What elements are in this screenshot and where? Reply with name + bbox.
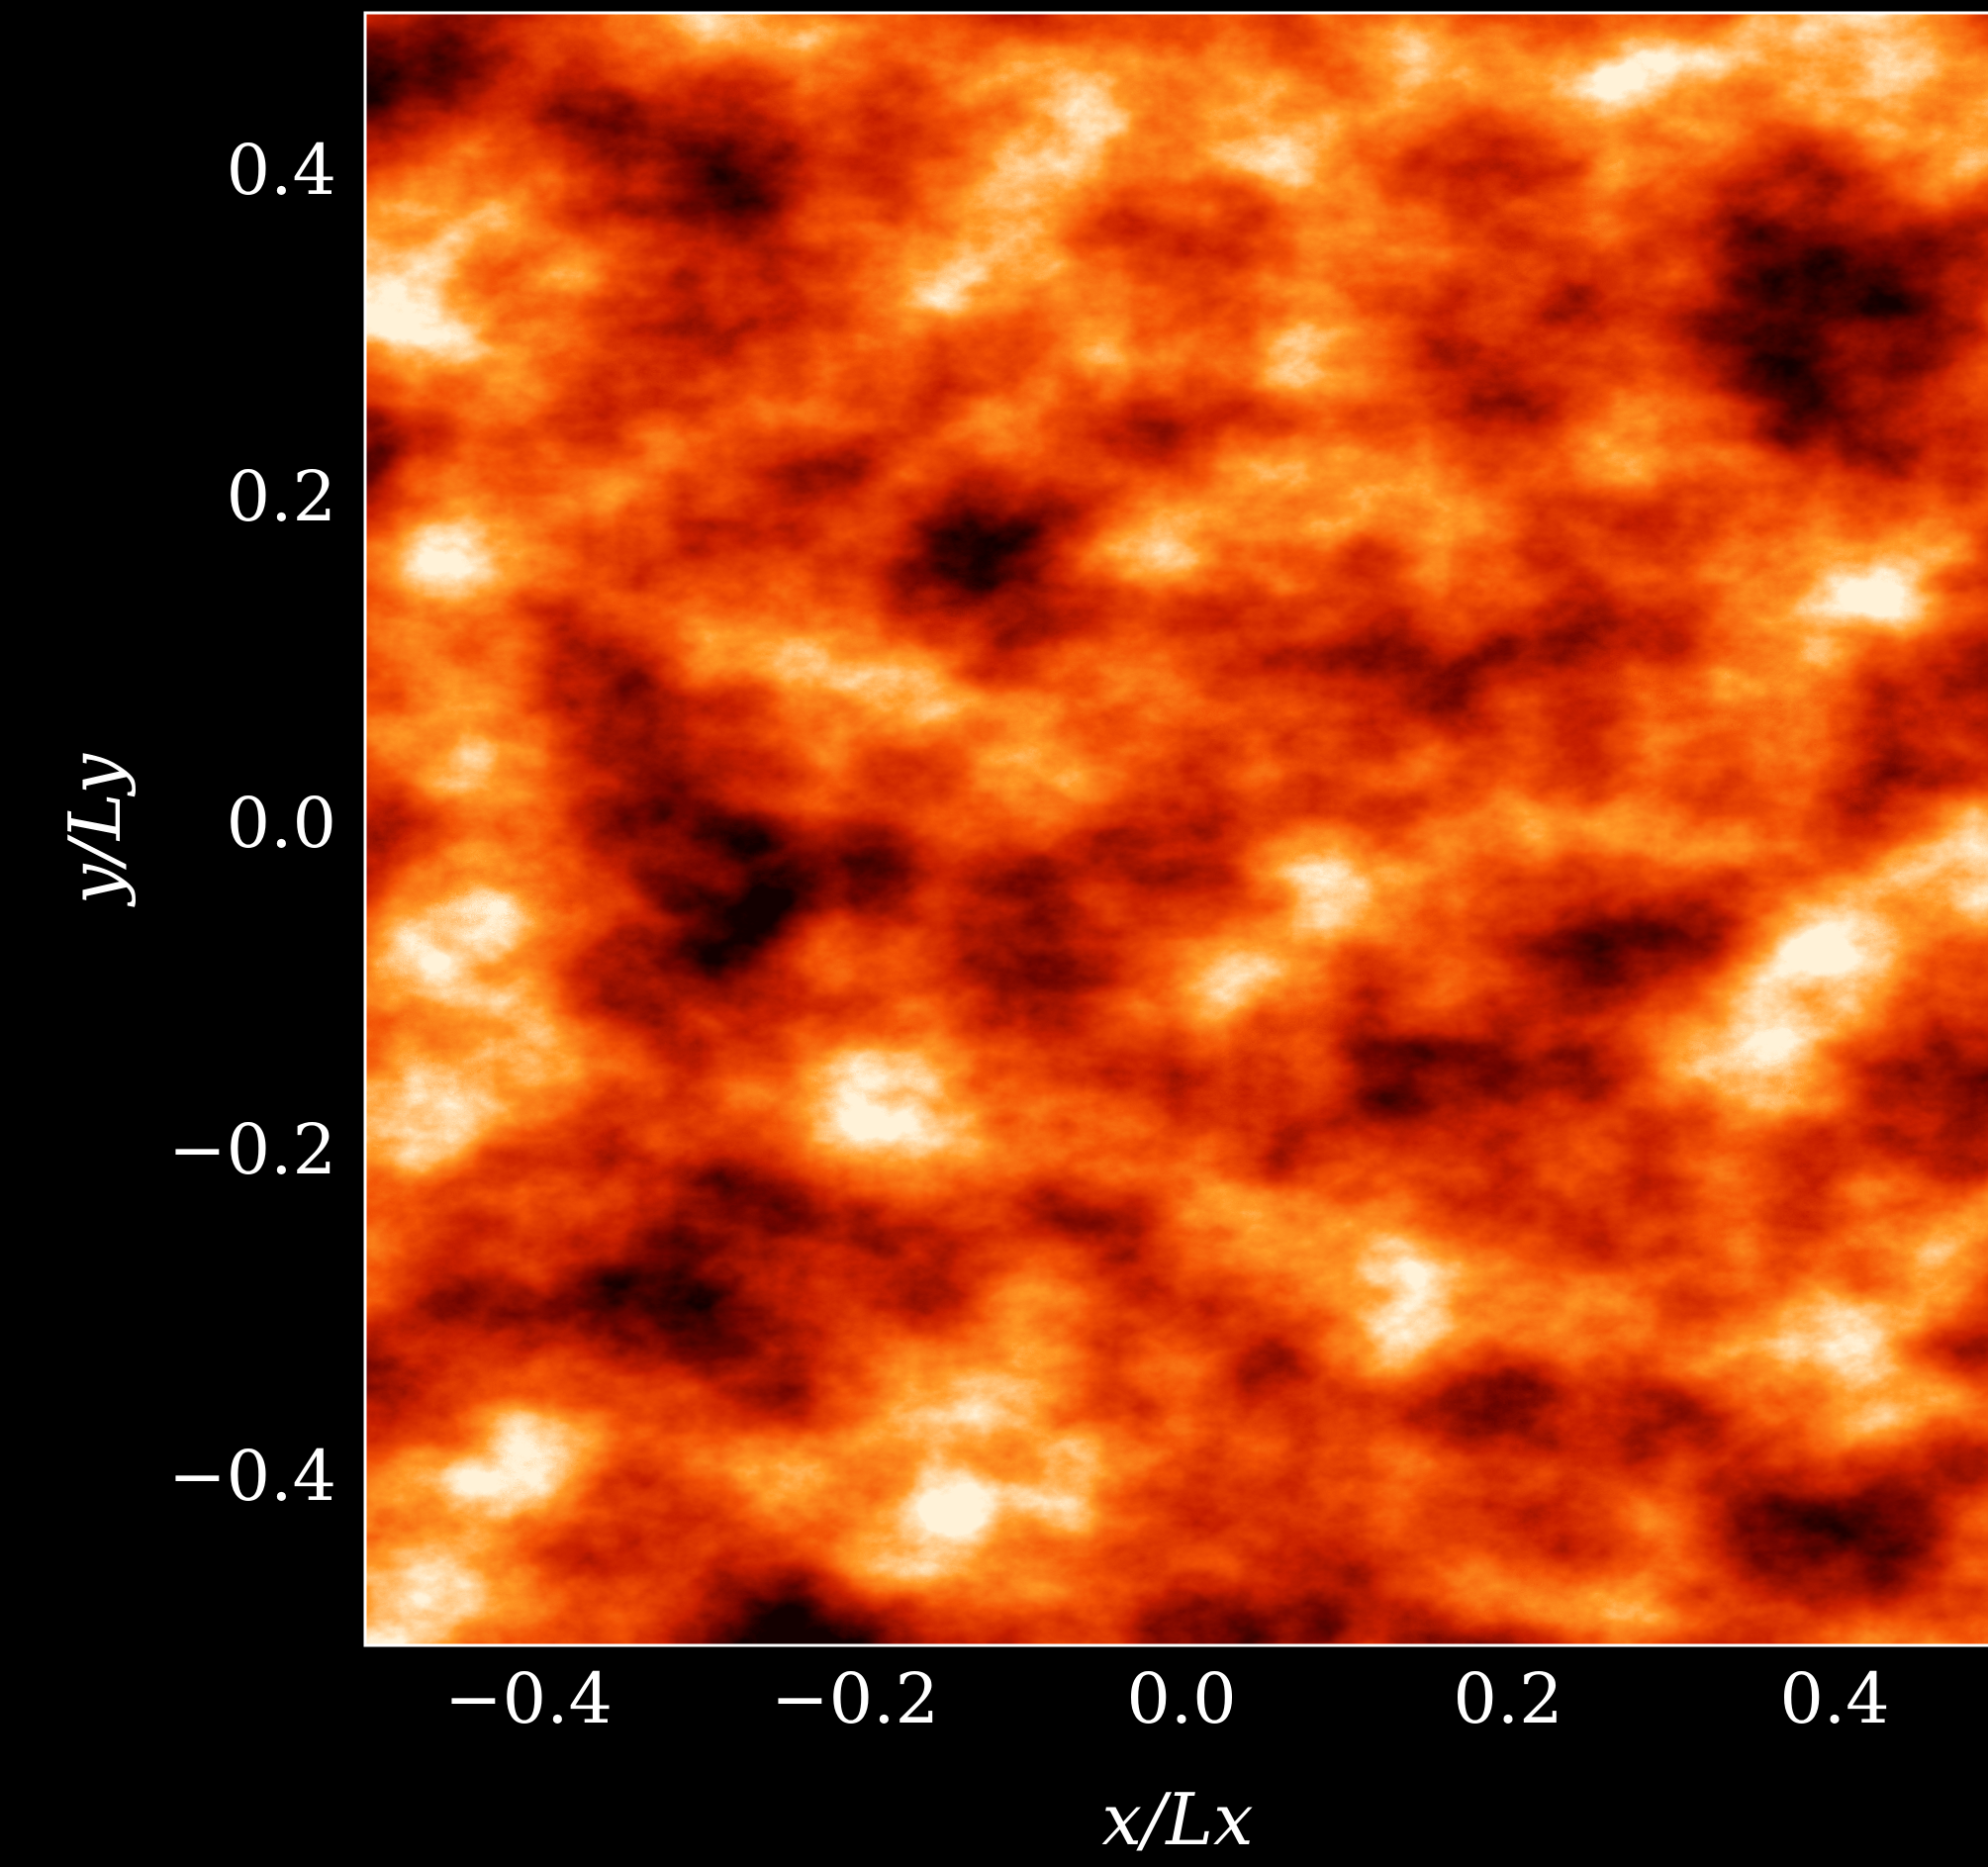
y-axis-label: y/Ly <box>53 753 137 907</box>
x-tick-label: 0.2 <box>1453 1658 1562 1739</box>
page: x/Lx y/Ly −0.4 −0.2 0.0 0.2 0.4 −0.4 −0.2 0.0 0.… <box>0 0 1988 1867</box>
heatmap-field <box>365 13 1988 1645</box>
x-tick-label: 0.4 <box>1779 1658 1889 1739</box>
y-tick-label: 0.0 <box>227 783 336 864</box>
y-tick-label: −0.4 <box>168 1436 336 1517</box>
chart: x/Lx y/Ly −0.4 −0.2 0.0 0.2 0.4 −0.4 −0.2 0.0 0.… <box>0 0 1988 1867</box>
x-tick-label: −0.2 <box>771 1658 939 1739</box>
y-tick-label: 0.2 <box>227 456 336 537</box>
x-tick-label: 0.0 <box>1126 1658 1236 1739</box>
y-tick-label: 0.4 <box>227 130 336 211</box>
x-tick-label: −0.4 <box>444 1658 613 1739</box>
x-axis-label: x/Lx <box>1101 1778 1253 1861</box>
y-tick-label: −0.2 <box>168 1109 336 1190</box>
